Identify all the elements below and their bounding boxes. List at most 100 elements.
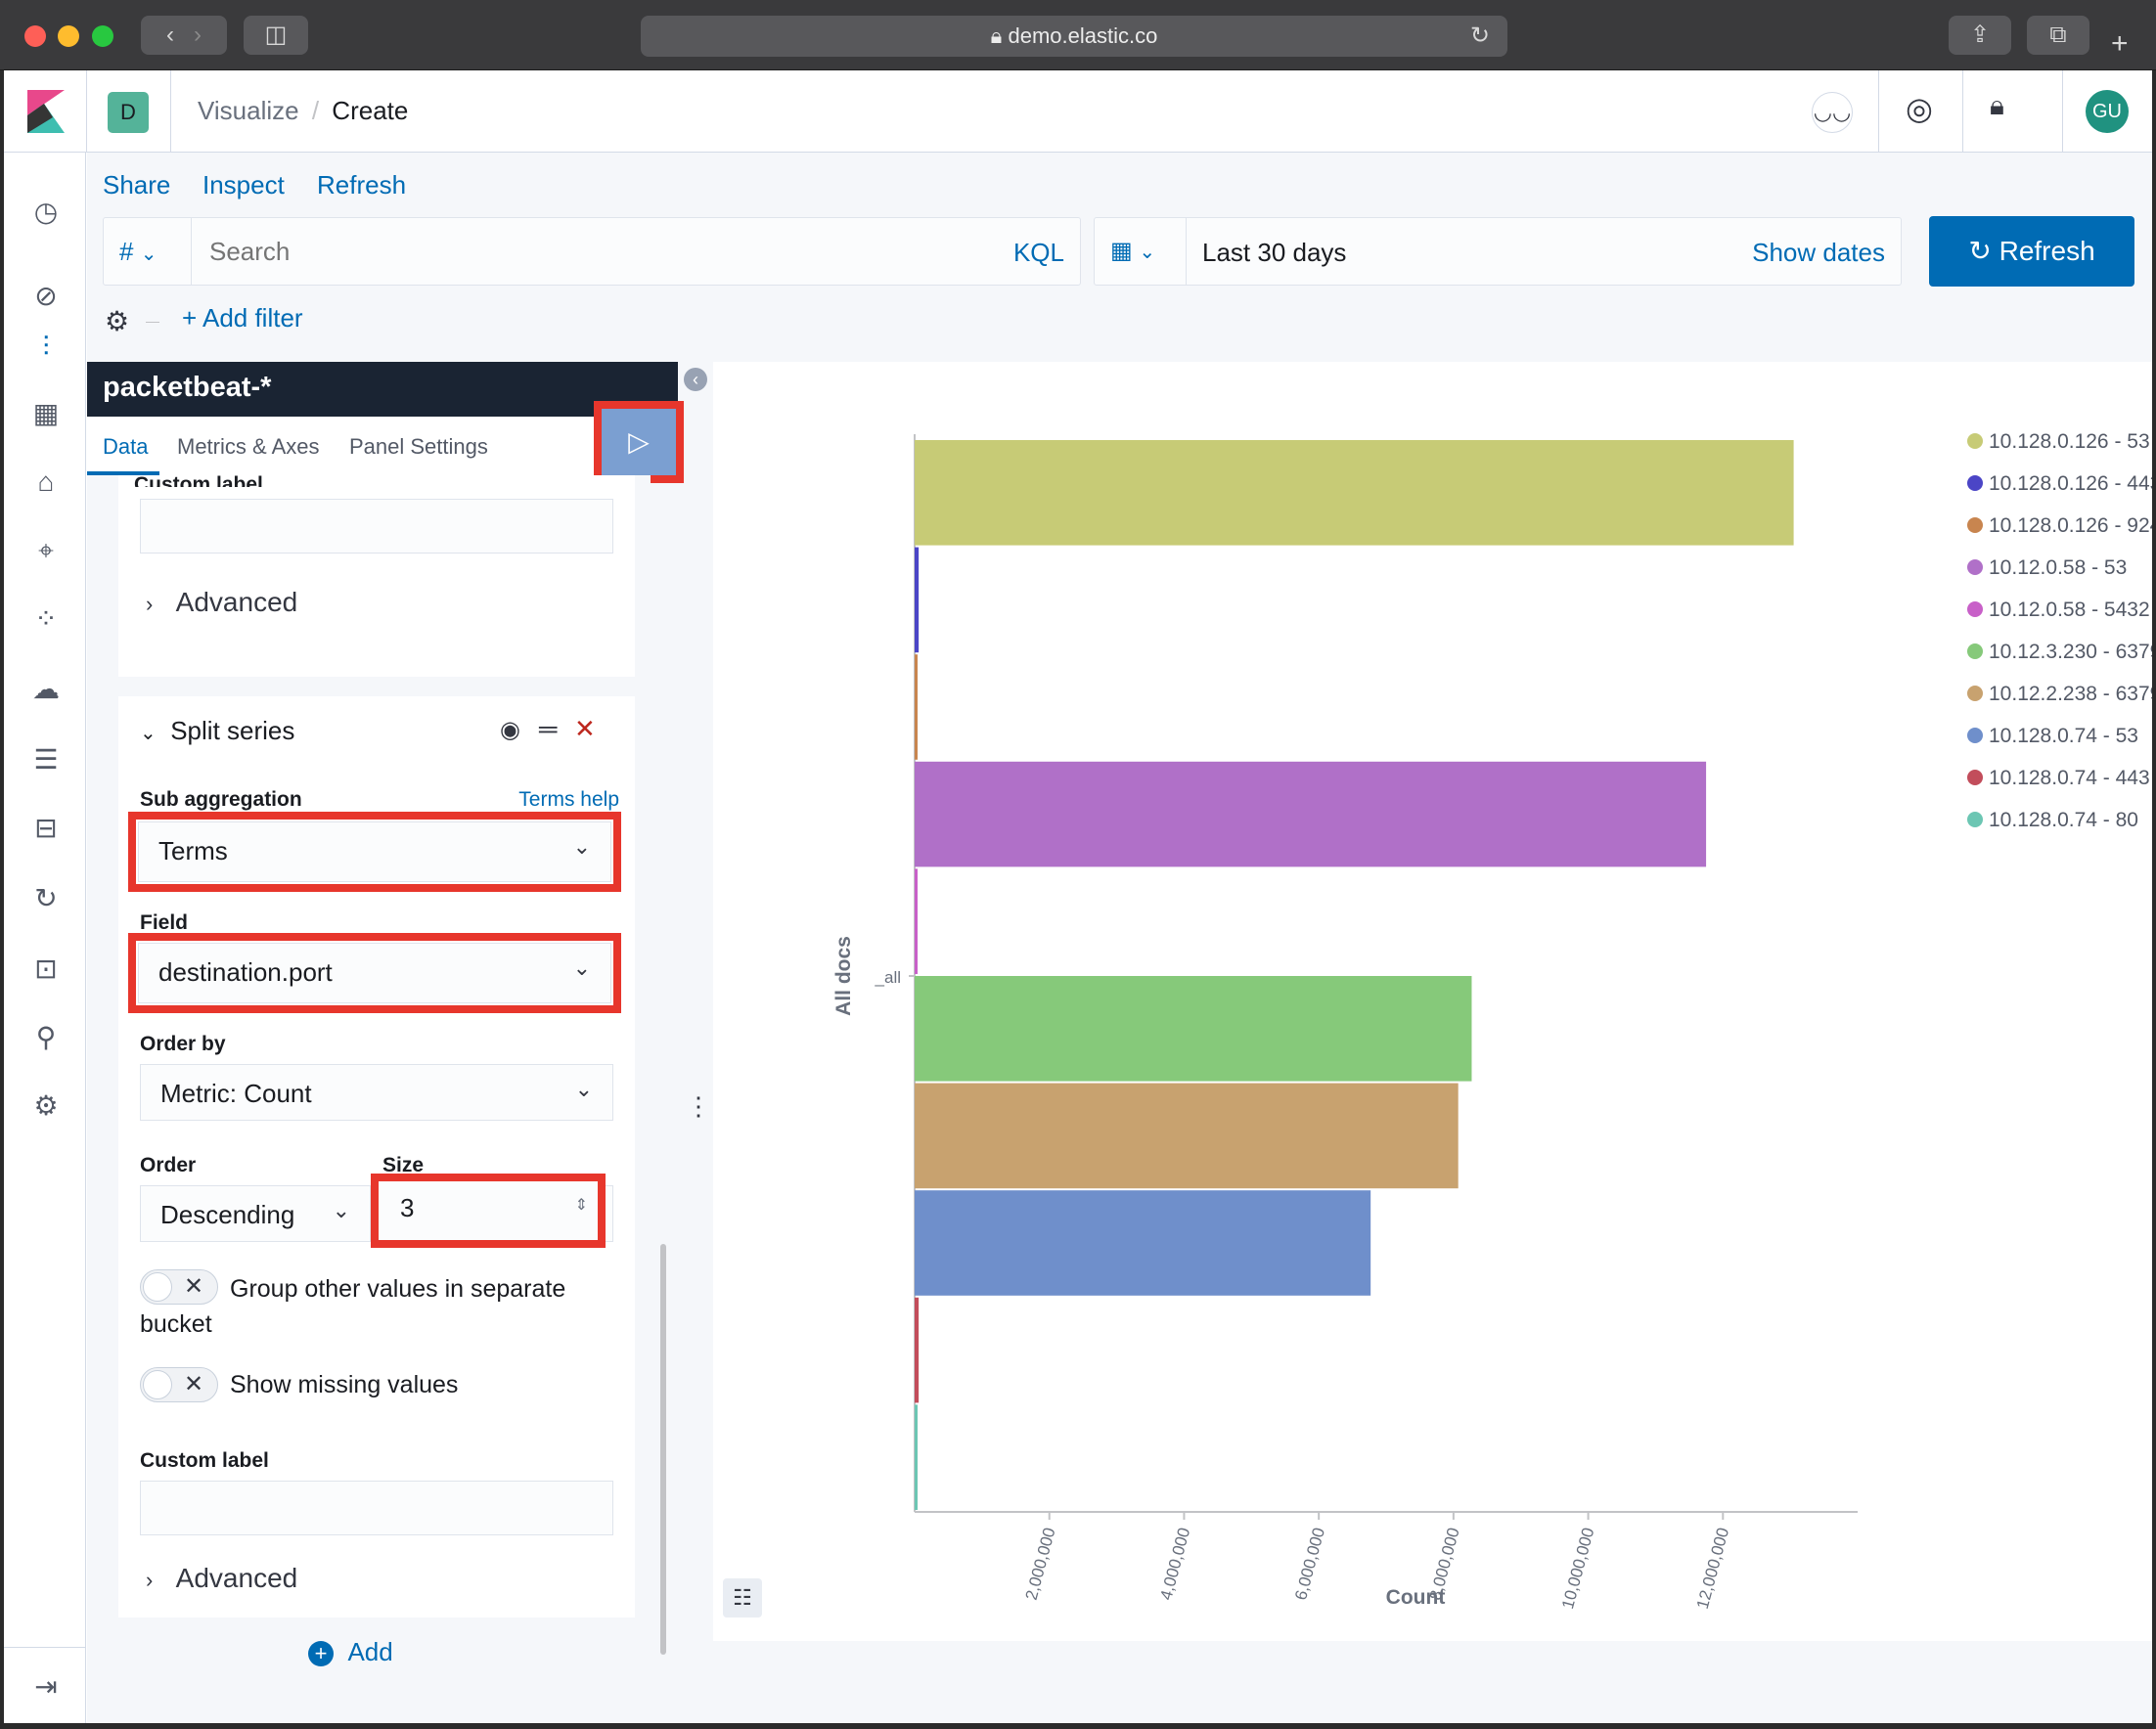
time-range[interactable]: Last 30 days — [1202, 238, 1347, 267]
add-aggregation-button[interactable]: + Add — [308, 1637, 393, 1667]
dashboard-icon[interactable]: ▦ — [32, 398, 60, 428]
resize-handle-icon[interactable]: ⋮ — [686, 1091, 711, 1121]
editor-tabs: Data Metrics & Axes Panel Settings ▷ ✕ — [87, 401, 684, 518]
discover-icon[interactable]: ⊘ — [34, 281, 58, 311]
show-missing-toggle[interactable]: ✕ — [140, 1367, 218, 1402]
bar — [915, 1083, 1459, 1189]
dev-tools-icon[interactable]: ⚲ — [35, 1022, 57, 1052]
space-avatar[interactable]: D — [108, 92, 149, 133]
x-axis-title: Count — [1386, 1586, 1446, 1609]
logs-icon[interactable]: ☰ — [33, 744, 59, 775]
zoom-window-button[interactable] — [92, 25, 113, 47]
uptime-icon[interactable]: ↻ — [34, 883, 58, 913]
stepper-icon[interactable]: ⇕ — [574, 1197, 588, 1214]
legend-dot — [1967, 686, 1983, 701]
split-series-header[interactable]: ⌄ Split series — [140, 716, 294, 746]
add-filter-link[interactable]: + Add filter — [182, 303, 303, 332]
breadcrumb: Visualize / Create — [198, 96, 408, 126]
size-input[interactable]: 3 ⇕ — [371, 1174, 606, 1248]
glasses-icon[interactable]: ◡◡ — [1812, 92, 1853, 133]
apm-icon[interactable]: ⊟ — [34, 813, 58, 843]
forward-icon[interactable]: › — [194, 22, 202, 48]
advanced-toggle[interactable]: › Advanced — [146, 587, 297, 618]
drag-handle-icon[interactable]: ═ — [539, 714, 558, 743]
share-icon[interactable]: ⇪ — [1949, 16, 2011, 55]
tabs-icon[interactable]: ⧉ — [2027, 16, 2089, 55]
x-tick-label: 10,000,000 — [1558, 1526, 1597, 1611]
new-tab-icon[interactable]: + — [2111, 27, 2129, 60]
split-series-panel: ⌄ Split series ◉ ═ ✕ Sub aggregation Ter… — [118, 696, 635, 1618]
user-avatar[interactable]: GU — [2086, 90, 2129, 133]
scrollbar[interactable] — [660, 1244, 666, 1655]
chevron-down-icon: ⌄ — [572, 955, 591, 980]
custom-label-input[interactable] — [140, 1481, 613, 1535]
field-select[interactable]: destination.port ⌄ — [138, 943, 611, 1003]
group-other-label: Group other values in separate bucket — [140, 1275, 566, 1338]
breadcrumb-visualize[interactable]: Visualize — [198, 96, 299, 125]
close-window-button[interactable] — [24, 25, 46, 47]
refresh-link[interactable]: Refresh — [317, 170, 407, 200]
help-icon[interactable]: ◎ — [1906, 91, 1933, 126]
inspect-link[interactable]: Inspect — [202, 170, 285, 200]
order-by-select[interactable]: Metric: Count ⌄ — [140, 1064, 613, 1121]
collapse-nav-icon[interactable]: ⇥ — [34, 1671, 58, 1702]
reload-icon[interactable]: ↻ — [1469, 22, 1490, 49]
back-icon[interactable]: ‹ — [165, 22, 174, 48]
eye-icon[interactable]: ◉ — [500, 717, 520, 743]
kql-toggle[interactable]: KQL — [1012, 238, 1064, 267]
siem-icon[interactable]: ⊡ — [34, 953, 58, 984]
legend-item: 10.128.0.126 - 443 — [1989, 472, 2152, 495]
tab-panel-settings[interactable]: Panel Settings — [349, 434, 488, 459]
chevron-down-icon: ⌄ — [1139, 242, 1156, 263]
minimize-window-button[interactable] — [58, 25, 79, 47]
sidebar-toggle-icon[interactable]: ◫ — [244, 16, 308, 55]
advanced-toggle[interactable]: › Advanced — [146, 1563, 297, 1594]
order-by-value: Metric: Count — [160, 1079, 312, 1108]
custom-label-cut: Custom label — [134, 473, 263, 487]
kibana-logo[interactable] — [27, 90, 65, 133]
collapse-sidebar-icon[interactable]: ‹ — [684, 368, 707, 391]
field-value: destination.port — [158, 957, 333, 987]
refresh-icon: ↻ — [1968, 236, 1992, 266]
lock-icon[interactable]: 🔒︎ — [1990, 90, 2004, 120]
recent-icon[interactable]: ◷ — [33, 197, 59, 227]
play-icon: ▷ — [628, 426, 650, 457]
search-input[interactable] — [194, 218, 957, 285]
canvas-icon[interactable]: ⌂ — [37, 466, 55, 497]
index-type-selector[interactable]: # ⌄ — [104, 218, 192, 285]
url-text: demo.elastic.co — [1008, 23, 1158, 48]
bar — [915, 654, 918, 760]
visualize-icon[interactable]: ⫶ — [42, 332, 50, 362]
editor-scroll-area[interactable]: Custom label › Advanced ⌄ Split series ◉… — [103, 473, 666, 1666]
address-bar[interactable]: 🔒︎ demo.elastic.co ↻ — [641, 16, 1507, 57]
bar — [915, 547, 920, 653]
tab-data[interactable]: Data — [103, 434, 149, 459]
share-link[interactable]: Share — [103, 170, 171, 200]
custom-label-input[interactable] — [140, 499, 613, 554]
quick-menu-button[interactable]: ▦ ⌄ — [1095, 218, 1187, 285]
management-icon[interactable]: ⚙︎ — [33, 1090, 59, 1121]
sub-aggregation-select[interactable]: Terms ⌄ — [138, 821, 611, 882]
y-axis-title: All docs — [832, 936, 855, 1016]
refresh-button[interactable]: ↻ Refresh — [1929, 216, 2134, 287]
bar — [915, 1404, 918, 1510]
show-dates-link[interactable]: Show dates — [1752, 238, 1885, 267]
terms-help-link[interactable]: Terms help — [518, 788, 619, 811]
close-icon: ✕ — [184, 1273, 204, 1300]
group-other-toggle[interactable]: ✕ — [140, 1269, 218, 1305]
order-select[interactable]: Descending ⌄ — [140, 1185, 371, 1242]
maps-icon[interactable]: ⌖ — [38, 535, 54, 565]
x-tick-label: 6,000,000 — [1291, 1526, 1328, 1602]
side-nav: ◷ ⊘ ⫶ ▦ ⌂ ⌖ ⁘ ☁︎ ☰ ⊟ ↻ ⊡ ⚲ ⚙︎ ⇥ — [4, 153, 86, 1723]
legend-toggle-icon[interactable]: ☷ — [723, 1578, 762, 1618]
apply-changes-button[interactable]: ▷ — [594, 401, 684, 483]
remove-icon[interactable]: ✕ — [574, 714, 596, 743]
legend-item: 10.128.0.126 - 53 — [1989, 430, 2150, 453]
tab-metrics-axes[interactable]: Metrics & Axes — [177, 434, 320, 459]
infrastructure-icon[interactable]: ☁︎ — [32, 674, 60, 704]
order-by-label: Order by — [140, 1033, 226, 1055]
gear-icon[interactable]: ⚙︎ — [105, 306, 130, 336]
ml-icon[interactable]: ⁘ — [34, 603, 58, 634]
back-forward-buttons[interactable]: ‹ › — [141, 16, 227, 55]
